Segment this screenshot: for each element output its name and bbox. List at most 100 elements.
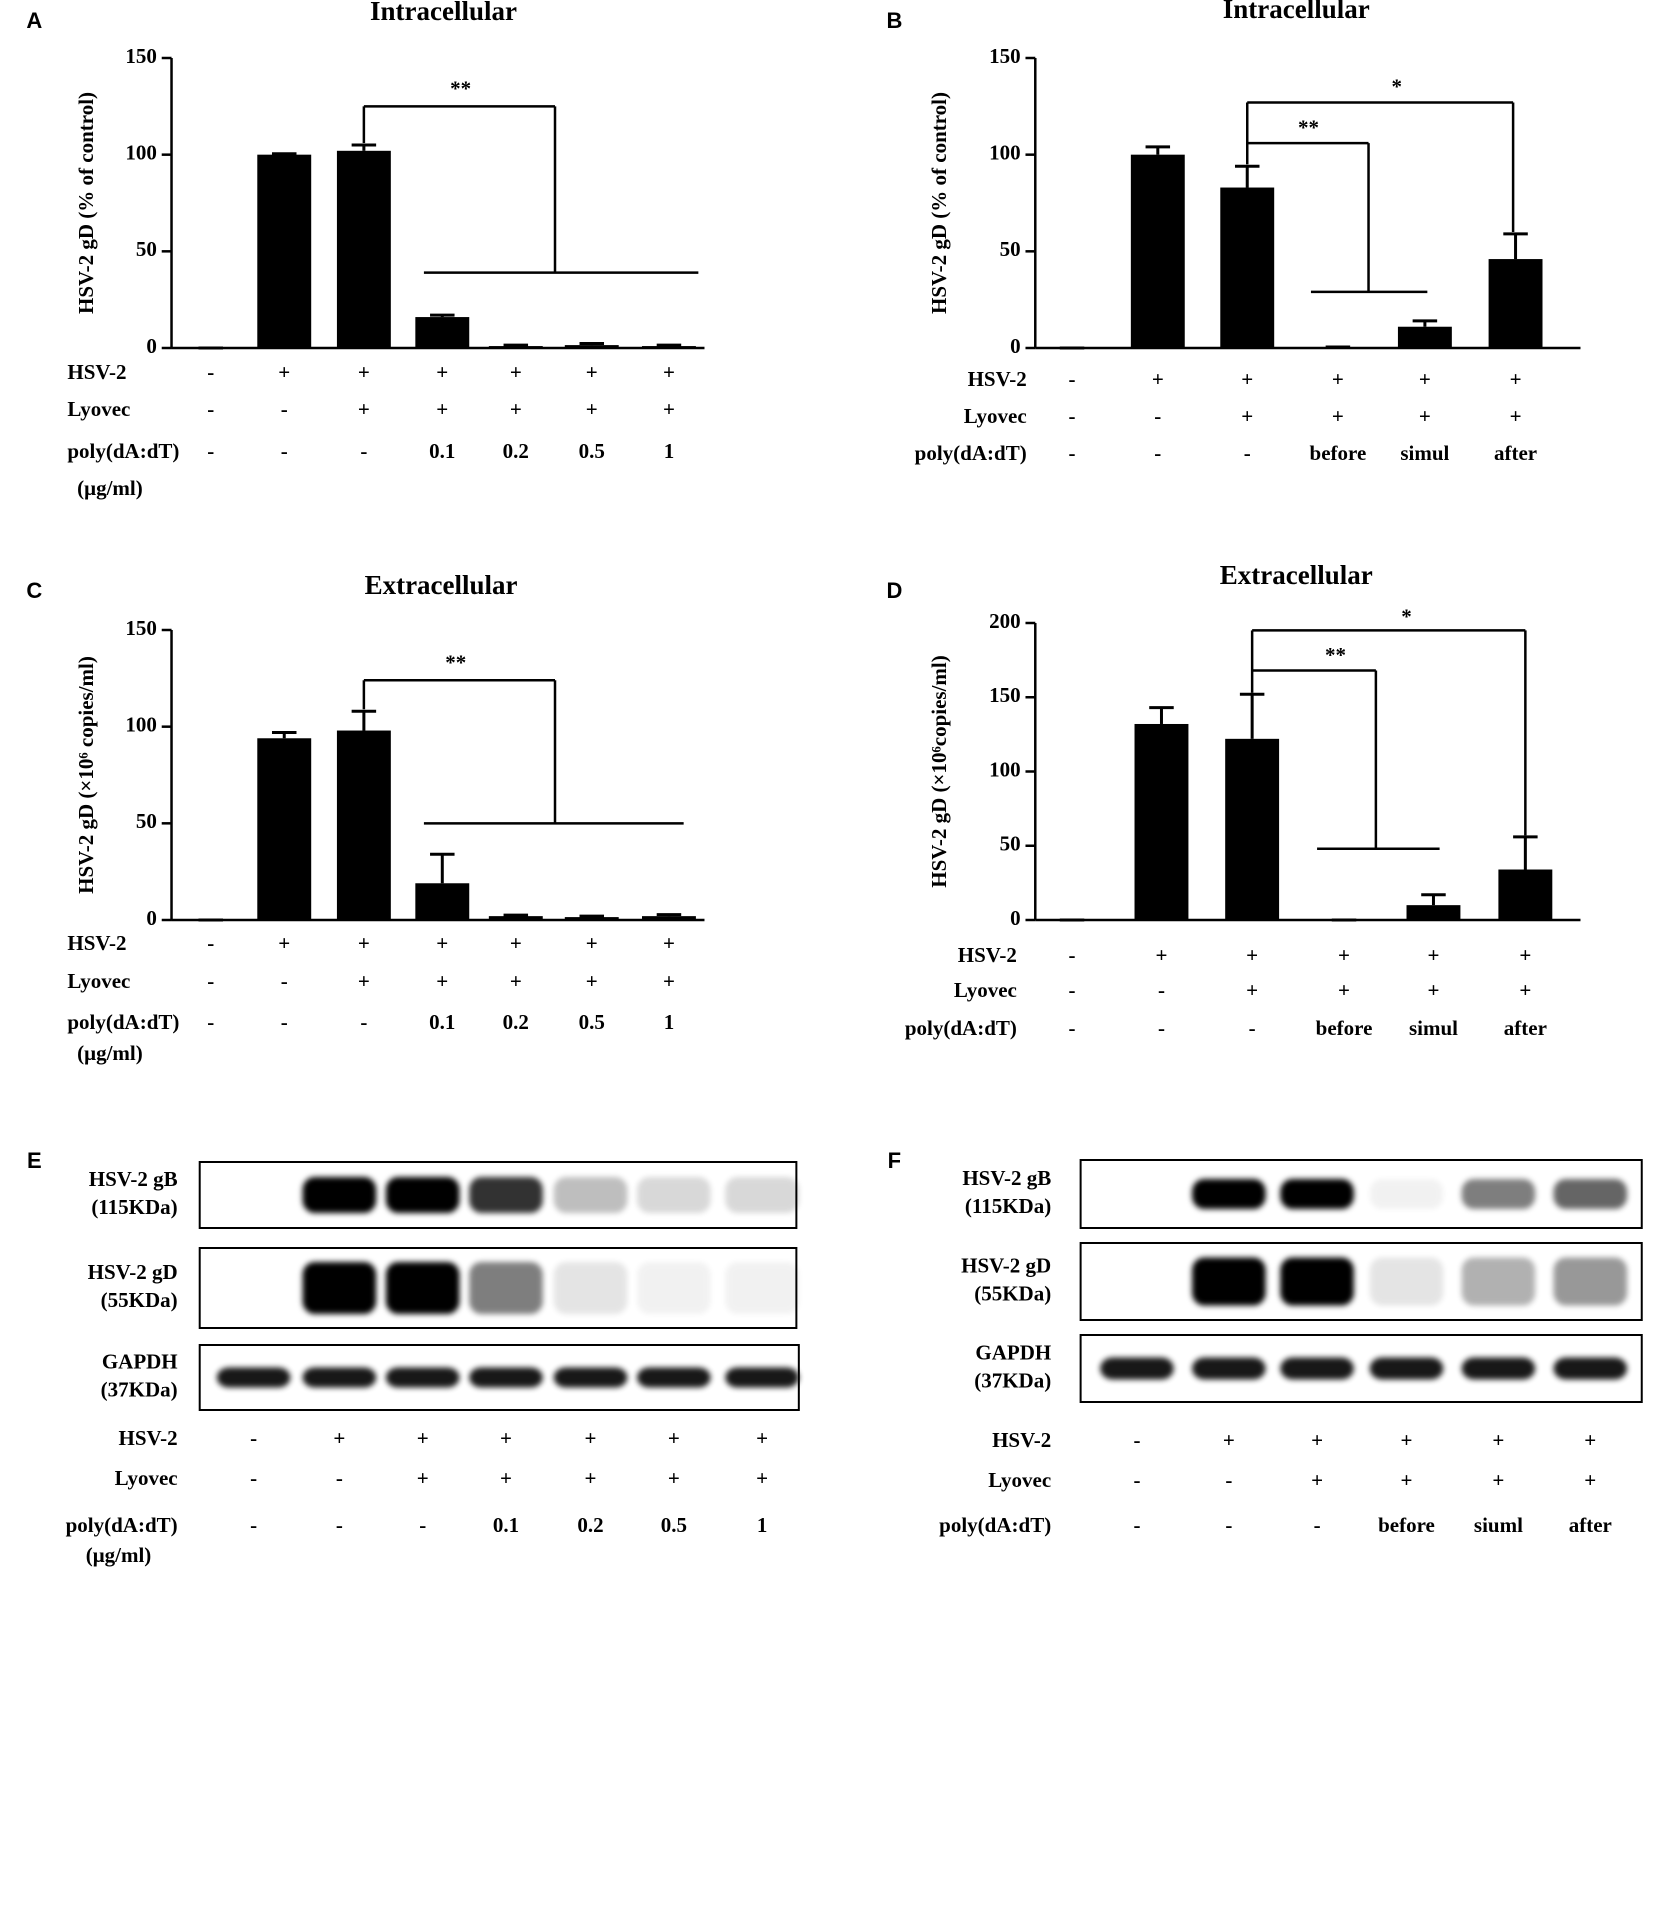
blot-band <box>725 1177 799 1213</box>
significance-label: * <box>1391 75 1402 99</box>
condition-value: + <box>1584 1428 1596 1452</box>
blot-band <box>469 1262 543 1314</box>
blot-band <box>1461 1257 1536 1306</box>
condition-label: HSV-2 <box>958 943 1017 967</box>
condition-value: + <box>1338 978 1350 1002</box>
condition-label: Lyovec <box>964 404 1027 428</box>
y-tick-label: 100 <box>125 140 157 164</box>
condition-value: - <box>250 1426 257 1450</box>
bar <box>488 916 543 920</box>
blot-band <box>216 1367 291 1388</box>
condition-value: before <box>1310 441 1367 465</box>
chart-title: Intracellular <box>1223 0 1370 24</box>
y-tick-label: 50 <box>1000 237 1021 261</box>
condition-value: + <box>1332 404 1344 428</box>
condition-value: - <box>207 931 214 955</box>
blot-band <box>637 1177 711 1213</box>
condition-unit: (μg/ml) <box>77 476 143 500</box>
condition-label: Lyovec <box>988 1468 1051 1492</box>
condition-label: poly(dA:dT) <box>67 439 179 463</box>
condition-label: HSV-2 <box>67 360 126 384</box>
y-tick-label: 100 <box>989 757 1021 781</box>
condition-value: + <box>417 1466 429 1490</box>
condition-label: poly(dA:dT) <box>915 441 1027 465</box>
y-axis-label: HSV-2 gD (×10⁶copies/ml) <box>927 655 951 888</box>
blot-band <box>385 1262 460 1314</box>
condition-value: + <box>436 931 448 955</box>
condition-value: - <box>1158 1016 1165 1040</box>
bar <box>1225 738 1280 920</box>
y-tick-label: 150 <box>989 44 1021 68</box>
condition-value: + <box>586 360 598 384</box>
y-tick-label: 50 <box>1000 832 1021 856</box>
condition-value: + <box>1155 943 1167 967</box>
condition-value: - <box>1154 441 1161 465</box>
condition-value: - <box>1154 404 1161 428</box>
condition-value: + <box>1419 404 1431 428</box>
condition-label: Lyovec <box>67 397 130 421</box>
condition-value: - <box>1133 1468 1140 1492</box>
blot-row-name: HSV-2 gB <box>89 1167 178 1191</box>
condition-value: - <box>1158 978 1165 1002</box>
y-axis-label: HSV-2 gD (% of control) <box>74 92 98 314</box>
panel-letter: D <box>886 578 902 603</box>
y-tick-label: 0 <box>1010 906 1021 930</box>
condition-value: - <box>419 1513 426 1537</box>
blot-band <box>1192 1357 1266 1380</box>
bar <box>1220 187 1275 348</box>
condition-value: + <box>1246 978 1258 1002</box>
condition-value: - <box>1069 978 1076 1002</box>
blot-band <box>1280 1179 1354 1209</box>
condition-value: + <box>1427 943 1439 967</box>
condition-value: - <box>1069 943 1076 967</box>
condition-value: + <box>1241 367 1253 391</box>
panel-letter: F <box>888 1148 901 1173</box>
y-tick-label: 50 <box>136 809 157 833</box>
blot-band <box>1369 1357 1444 1380</box>
y-tick-label: 150 <box>125 44 157 68</box>
condition-value: after <box>1504 1016 1547 1040</box>
bar <box>257 154 312 348</box>
bar <box>564 917 619 920</box>
bar <box>336 150 391 348</box>
blot-row-size: (55KDa) <box>101 1288 178 1312</box>
bar <box>1488 259 1543 348</box>
condition-value: - <box>250 1466 257 1490</box>
condition-label: HSV-2 <box>67 931 126 955</box>
condition-value: + <box>1152 367 1164 391</box>
y-axis-label: HSV-2 gD (×10⁶ copies/ml) <box>74 656 98 894</box>
condition-value: - <box>336 1466 343 1490</box>
condition-value: + <box>668 1426 680 1450</box>
condition-value: - <box>207 1010 214 1034</box>
blot-band <box>302 1177 377 1213</box>
condition-value: - <box>1069 1016 1076 1040</box>
condition-label: Lyovec <box>115 1466 178 1490</box>
blot-band <box>1280 1257 1354 1306</box>
blot-band <box>1461 1357 1536 1380</box>
condition-value: simul <box>1409 1016 1458 1040</box>
blot-row-name: GAPDH <box>102 1349 178 1373</box>
condition-value: + <box>417 1426 429 1450</box>
condition-value: 0.2 <box>503 439 529 463</box>
blot-band <box>725 1367 799 1388</box>
significance-label: ** <box>1298 115 1319 139</box>
condition-value: + <box>436 969 448 993</box>
condition-value: + <box>1419 367 1431 391</box>
blot-band <box>1100 1357 1174 1380</box>
condition-value: + <box>436 397 448 421</box>
condition-value: simul <box>1400 441 1449 465</box>
condition-label: poly(dA:dT) <box>67 1010 179 1034</box>
blot-band <box>302 1262 377 1314</box>
condition-value: 0.1 <box>493 1513 519 1537</box>
condition-value: + <box>1519 978 1531 1002</box>
condition-value: + <box>756 1426 768 1450</box>
condition-value: - <box>207 439 214 463</box>
condition-value: + <box>1401 1468 1413 1492</box>
condition-value: - <box>281 439 288 463</box>
significance-label: ** <box>445 651 466 675</box>
bar <box>1310 347 1365 348</box>
condition-value: + <box>500 1466 512 1490</box>
blot-row-name: HSV-2 gB <box>962 1166 1051 1190</box>
condition-value: - <box>281 397 288 421</box>
